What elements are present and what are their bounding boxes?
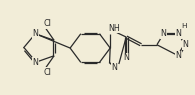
Text: N: N (175, 51, 181, 60)
Text: N: N (161, 29, 167, 38)
Text: Cl: Cl (43, 19, 51, 28)
Text: N: N (33, 58, 38, 67)
Text: N: N (111, 63, 117, 72)
Text: N: N (123, 53, 129, 62)
Text: Cl: Cl (43, 68, 51, 77)
Text: H: H (181, 23, 186, 29)
Text: N: N (182, 40, 188, 49)
Text: NH: NH (108, 24, 120, 33)
Text: N: N (175, 29, 181, 38)
Text: N: N (33, 29, 38, 38)
